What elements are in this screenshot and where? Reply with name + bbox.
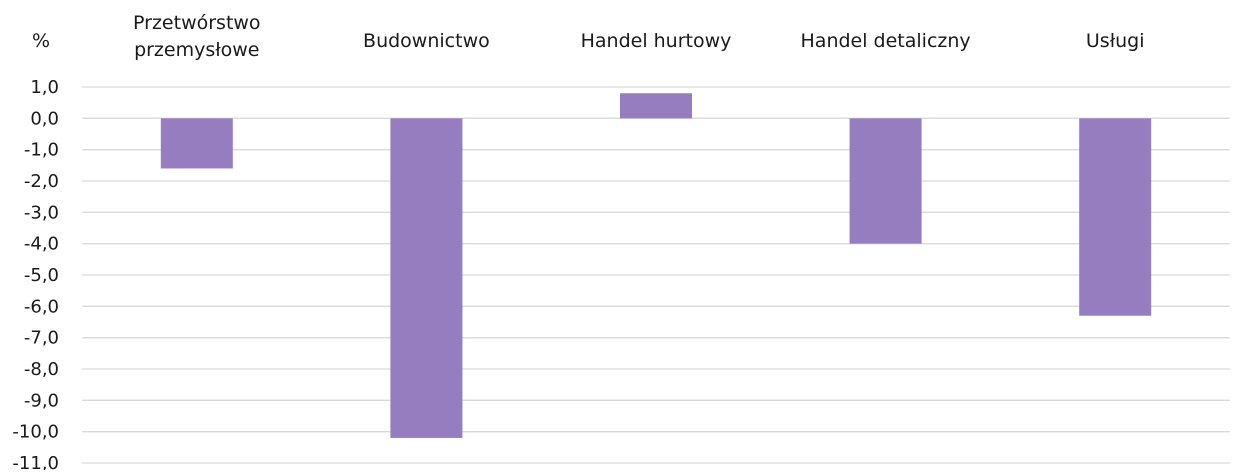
y-tick-label: -5,0 <box>24 265 59 286</box>
y-unit-label: % <box>32 30 50 52</box>
y-tick-label: -3,0 <box>24 202 59 223</box>
y-tick-label: 1,0 <box>30 77 59 98</box>
y-tick-label: -1,0 <box>24 140 59 161</box>
category-label: Usługi <box>1086 30 1145 52</box>
category-label: Handel detaliczny <box>801 30 971 52</box>
bar <box>161 118 233 168</box>
y-tick-label: -6,0 <box>24 296 59 317</box>
bar <box>1079 118 1151 315</box>
bar <box>620 93 692 118</box>
category-label: Budownictwo <box>363 30 490 52</box>
y-tick-label: -2,0 <box>24 171 59 192</box>
bar <box>390 118 462 438</box>
y-tick-label: 0,0 <box>30 108 59 129</box>
category-label: Handel hurtowy <box>581 30 732 52</box>
y-tick-label: -4,0 <box>24 234 59 255</box>
y-tick-label: -11,0 <box>12 453 59 470</box>
bar <box>850 118 922 243</box>
y-tick-label: -10,0 <box>12 422 59 443</box>
category-label: Przetwórstwo przemysłowe <box>133 12 261 61</box>
y-tick-label: -9,0 <box>24 390 59 411</box>
y-tick-label: -7,0 <box>24 328 59 349</box>
y-tick-label: -8,0 <box>24 359 59 380</box>
